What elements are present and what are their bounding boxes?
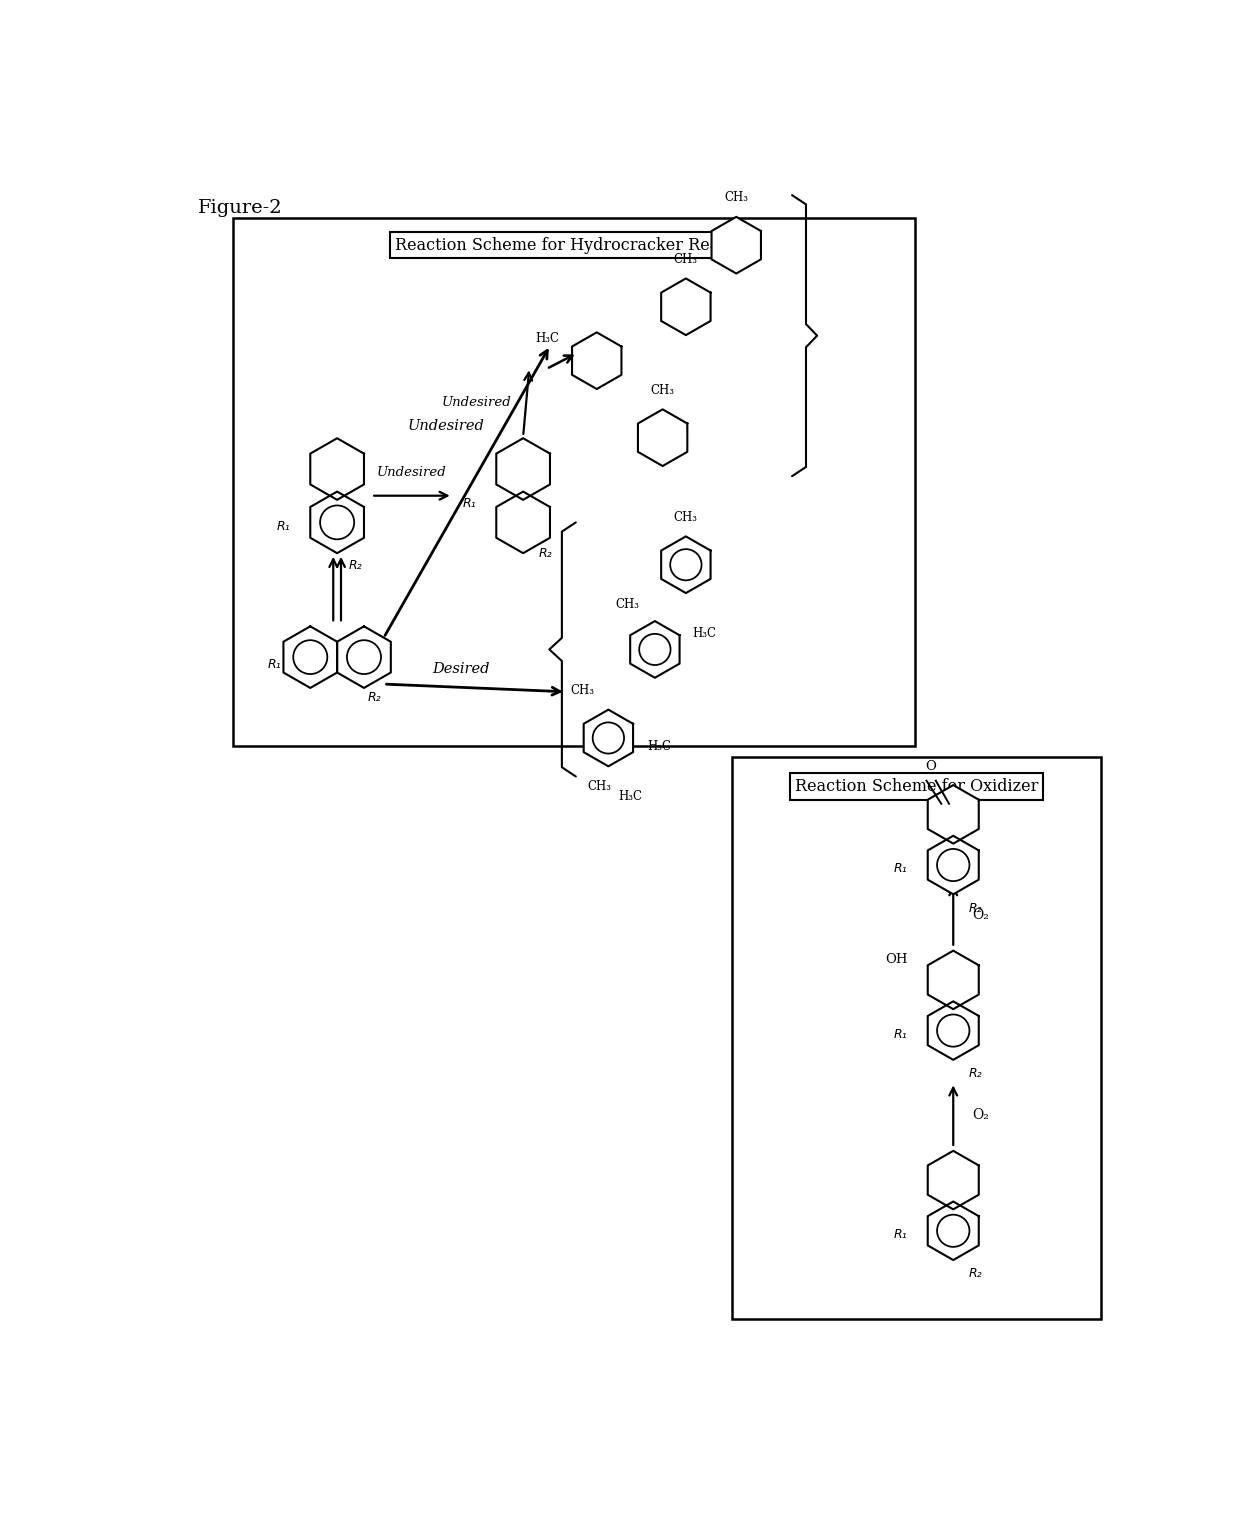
Text: H₃C: H₃C (536, 332, 559, 344)
Text: Reaction Scheme for Hydrocracker Reactor: Reaction Scheme for Hydrocracker Reactor (394, 237, 753, 253)
Text: CH₃: CH₃ (615, 598, 639, 611)
Text: Undesired: Undesired (441, 396, 511, 408)
Text: R₂: R₂ (968, 1066, 982, 1080)
Text: H₃C: H₃C (692, 628, 715, 640)
Text: Undesired: Undesired (377, 466, 446, 479)
Text: R₁: R₁ (894, 1029, 908, 1041)
Polygon shape (630, 620, 680, 678)
Bar (733, 757, 1101, 1320)
Polygon shape (284, 627, 337, 687)
Text: Figure-2: Figure-2 (197, 199, 283, 217)
Text: OH: OH (885, 953, 908, 966)
Polygon shape (928, 951, 978, 1009)
Polygon shape (572, 332, 621, 388)
Text: CH₃: CH₃ (570, 684, 594, 696)
Text: CH₃: CH₃ (651, 384, 675, 396)
Bar (233, 218, 915, 746)
Text: O: O (926, 760, 936, 774)
Polygon shape (928, 786, 978, 843)
Text: CH₃: CH₃ (673, 253, 698, 265)
Polygon shape (310, 492, 365, 554)
Text: CH₃: CH₃ (673, 511, 698, 523)
Text: H₃C: H₃C (619, 790, 642, 804)
Text: R₁: R₁ (463, 496, 476, 510)
Text: R₂: R₂ (538, 548, 552, 560)
Text: H₃C: H₃C (647, 740, 671, 752)
Text: R₁: R₁ (267, 658, 280, 672)
Text: R₂: R₂ (368, 692, 382, 704)
Polygon shape (928, 1201, 978, 1261)
Text: O₂: O₂ (972, 909, 990, 922)
Polygon shape (712, 217, 761, 273)
Polygon shape (496, 438, 551, 499)
Text: R₁: R₁ (277, 520, 290, 532)
Text: R₂: R₂ (348, 560, 362, 572)
Polygon shape (928, 836, 978, 895)
Text: CH₃: CH₃ (588, 780, 611, 793)
Polygon shape (661, 537, 711, 593)
Text: R₁: R₁ (894, 862, 908, 875)
Text: R₁: R₁ (894, 1229, 908, 1241)
Text: CH₃: CH₃ (724, 191, 748, 205)
Text: Reaction Scheme for Oxidizer: Reaction Scheme for Oxidizer (795, 778, 1038, 795)
Text: Desired: Desired (433, 661, 490, 675)
Text: O₂: O₂ (972, 1109, 990, 1123)
Polygon shape (337, 627, 391, 687)
Text: R₂: R₂ (968, 901, 982, 915)
Polygon shape (661, 279, 711, 335)
Polygon shape (310, 438, 365, 499)
Polygon shape (496, 492, 551, 554)
Text: R₂: R₂ (968, 1267, 982, 1280)
Text: Undesired: Undesired (407, 419, 484, 434)
Polygon shape (584, 710, 634, 766)
Polygon shape (928, 1001, 978, 1060)
Polygon shape (637, 410, 687, 466)
Polygon shape (928, 1151, 978, 1209)
